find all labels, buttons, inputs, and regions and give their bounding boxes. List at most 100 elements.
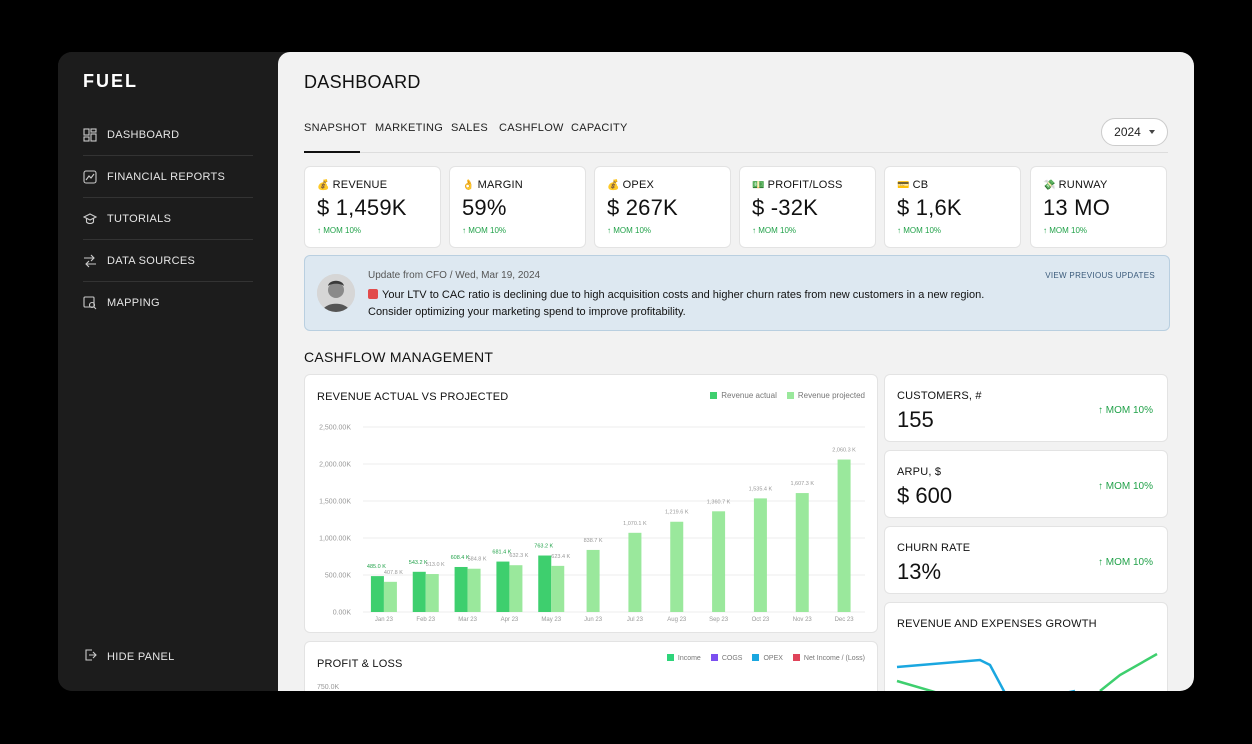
x-tick-label: Oct 23 (752, 617, 770, 623)
chevron-down-icon (1148, 130, 1155, 134)
kpi-label: PROFIT/LOSS (767, 179, 843, 191)
x-tick-label: Mar 23 (458, 617, 477, 623)
metric-card-arpu[interactable]: ARPU, $ $ 600 ↑ MOM 10% (884, 450, 1168, 518)
revenue-bar-chart: 0.00K 500.00K 1,000.00K 1,500.00K 2,000.00K 2… (319, 425, 865, 623)
growth-chart-card: REVENUE AND EXPENSES GROWTH (884, 602, 1168, 691)
sidebar-item-data-sources[interactable]: DATA SOURCES (83, 240, 253, 282)
bar-projected (383, 581, 397, 612)
bar-projected (837, 459, 851, 612)
kpi-mom: ↑ MOM 10% (1043, 226, 1088, 235)
metric-value: $ 600 (897, 483, 953, 508)
tab-marketing[interactable]: MARKETING (375, 122, 444, 134)
update-meta: Update from CFO / Wed, Mar 19, 2024 (368, 270, 541, 281)
metric-value: 13% (897, 559, 942, 584)
metric-mom: ↑ MOM 10% (1097, 481, 1153, 492)
data-label-actual: 543.2 K (409, 560, 428, 566)
data-label-projected: 632.3 K (509, 553, 528, 559)
main-content: DASHBOARD SNAPSHOT MARKETING SALES CASHF… (278, 52, 1194, 691)
flying-money-icon: 💸 (1043, 179, 1056, 191)
profit-loss-card: PROFIT & LOSS Income COGS OPEX Net Incom… (304, 641, 878, 691)
metric-card-churn-rate[interactable]: CHURN RATE 13% ↑ MOM 10% (884, 526, 1168, 594)
metric-card-customers[interactable]: CUSTOMERS, # 155 ↑ MOM 10% (884, 374, 1168, 442)
y-tick-label: 1,500.00K (319, 499, 351, 506)
sidebar-item-financial-reports[interactable]: FINANCIAL REPORTS (83, 156, 253, 198)
kpi-card-margin[interactable]: 👌 MARGIN 59% ↑ MOM 10% (449, 166, 586, 248)
y-tick-label: 2,000.00K (319, 462, 351, 469)
x-tick-label: Nov 23 (793, 617, 813, 623)
dashboard-icon (83, 127, 97, 142)
sidebar-nav: DASHBOARD FINANCIAL REPORTS TUTORIALS (83, 114, 253, 324)
kpi-card-cb[interactable]: 💳 CB $ 1,6K ↑ MOM 10% (884, 166, 1021, 248)
tab-capacity[interactable]: CAPACITY (571, 122, 628, 134)
legend-item-cogs[interactable]: COGS (710, 654, 742, 662)
y-tick-label: 1,000.00K (319, 536, 351, 543)
ok-hand-icon: 👌 (462, 179, 475, 191)
data-label-projected: 2,060.3 K (832, 448, 856, 454)
growth-line-chart (896, 652, 1158, 691)
metric-mom: ↑ MOM 10% (1097, 405, 1153, 416)
kpi-label: REVENUE (332, 179, 388, 191)
metric-title: CHURN RATE (897, 542, 971, 554)
money-bag-icon: 💰 (317, 179, 330, 191)
sidebar-item-label: MAPPING (107, 297, 160, 309)
x-tick-label: Jan 23 (375, 617, 394, 623)
year-select[interactable]: 2024 (1101, 118, 1168, 146)
legend-item-opex[interactable]: OPEX (752, 654, 783, 662)
year-value: 2024 (1114, 125, 1141, 139)
bar-actual (412, 571, 426, 612)
kpi-value: $ -32K (752, 195, 819, 220)
kpi-mom: ↑ MOM 10% (462, 226, 507, 235)
bar-projected (425, 574, 439, 612)
data-label-actual: 608.4 K (451, 555, 470, 561)
kpi-mom: ↑ MOM 10% (607, 226, 652, 235)
credit-card-icon: 💳 (897, 179, 910, 191)
y-tick-label: 500.00K (325, 573, 351, 580)
chart-title: REVENUE AND EXPENSES GROWTH (897, 618, 1097, 630)
view-previous-updates-link[interactable]: VIEW PREVIOUS UPDATES (1045, 271, 1155, 280)
kpi-row: 💰 REVENUE $ 1,459K ↑ MOM 10% 👌 MARGIN 59% … (304, 166, 1168, 248)
kpi-label: OPEX (622, 179, 655, 191)
revenue-chart-card: REVENUE ACTUAL VS PROJECTED Revenue actu… (304, 374, 878, 633)
kpi-card-runway[interactable]: 💸 RUNWAY 13 MO ↑ MOM 10% (1030, 166, 1167, 248)
kpi-card-profit-loss[interactable]: 💵 PROFIT/LOSS $ -32K ↑ MOM 10% (739, 166, 876, 248)
legend-item-income[interactable]: Income (666, 654, 701, 662)
legend-item-projected[interactable]: Revenue projected (786, 391, 865, 400)
kpi-value: 13 MO (1043, 195, 1111, 220)
tab-snapshot[interactable]: SNAPSHOT (304, 122, 367, 153)
kpi-card-revenue[interactable]: 💰 REVENUE $ 1,459K ↑ MOM 10% (304, 166, 441, 248)
bar-projected (795, 493, 809, 612)
sidebar-item-label: TUTORIALS (107, 212, 172, 225)
data-label-actual: 763.2 K (534, 544, 553, 550)
data-label-actual: 681.4 K (492, 550, 511, 556)
legend-item-net-income[interactable]: Net Income / (Loss) (792, 654, 865, 662)
avatar (317, 274, 355, 312)
legend-item-actual[interactable]: Revenue actual (710, 391, 777, 400)
data-label-projected: 1,360.7 K (707, 499, 731, 505)
hide-panel-button[interactable]: HIDE PANEL (83, 648, 175, 665)
bar-actual (538, 555, 552, 612)
update-message-cont: Consider optimizing your marketing spend… (368, 306, 686, 318)
tab-sales[interactable]: SALES (451, 122, 488, 134)
kpi-value: $ 267K (607, 195, 678, 220)
sidebar-item-tutorials[interactable]: TUTORIALS (83, 198, 253, 240)
bar-projected (628, 532, 642, 612)
tab-cashflow[interactable]: CASHFLOW (499, 122, 564, 134)
metric-mom: ↑ MOM 10% (1097, 557, 1153, 568)
data-label-projected: 513.0 K (426, 562, 445, 568)
bar-projected (551, 565, 565, 612)
series-line-revenue-tail (1099, 652, 1158, 691)
x-tick-label: Dec 23 (835, 617, 855, 623)
data-sources-icon (83, 254, 97, 268)
x-tick-label: May 23 (541, 617, 561, 623)
kpi-card-opex[interactable]: 💰 OPEX $ 267K ↑ MOM 10% (594, 166, 731, 248)
data-label-projected: 623.4 K (551, 554, 570, 560)
mapping-icon (83, 296, 97, 310)
data-label-projected: 1,219.6 K (665, 510, 689, 516)
kpi-value: 59% (462, 195, 507, 220)
data-label-projected: 838.7 K (584, 538, 603, 544)
bar-projected (753, 498, 767, 612)
sidebar-item-dashboard[interactable]: DASHBOARD (83, 114, 253, 156)
kpi-mom: ↑ MOM 10% (897, 226, 942, 235)
sidebar-item-mapping[interactable]: MAPPING (83, 282, 253, 324)
update-message: Your LTV to CAC ratio is declining due t… (368, 289, 984, 301)
